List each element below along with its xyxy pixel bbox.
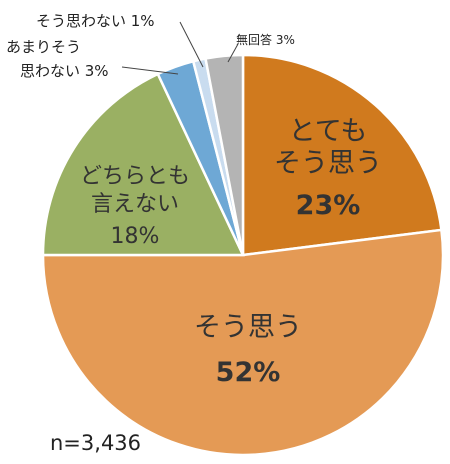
pie-slice-na <box>204 53 245 256</box>
sample-size: n=3,436 <box>50 431 141 455</box>
pie-slice-very <box>241 53 443 257</box>
leader-no <box>179 21 204 68</box>
pie-slice-yes <box>41 228 445 457</box>
label-yes-line1: そう思う <box>194 312 302 343</box>
label-no: そう思わない 1% <box>36 12 155 30</box>
leader-na <box>227 43 239 63</box>
label-neutral-line2: 言えない <box>91 192 179 217</box>
label-very-line2: そう思う <box>274 148 382 179</box>
label-very-value: 23% <box>296 190 361 221</box>
label-neutral-line1: どちらとも <box>80 164 190 189</box>
label-notmuch-line2: 思わない 3% <box>20 62 109 80</box>
leader-notmuch <box>121 66 179 75</box>
label-neutral-value: 18% <box>111 224 160 249</box>
label-very-line1: とても <box>289 116 368 147</box>
pie-slice-neutral <box>41 72 245 257</box>
label-yes-value: 52% <box>216 357 281 388</box>
label-notmuch-line1: あまりそう <box>6 38 81 56</box>
label-na: 無回答 3% <box>236 32 295 47</box>
